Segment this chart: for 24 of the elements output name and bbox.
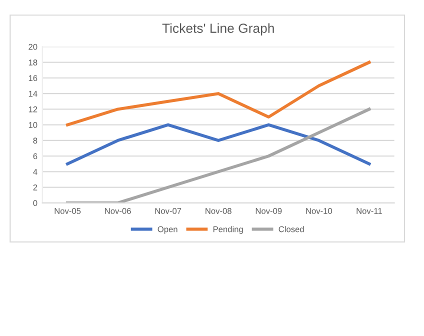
y-tick-label: 16 — [28, 75, 38, 82]
y-tick-label: 18 — [28, 60, 38, 66]
y-tick-label: 12 — [28, 106, 38, 112]
x-tick-label: Nov-08 — [206, 208, 232, 214]
x-tick-label: Nov-11 — [356, 208, 382, 214]
x-tick-label: Nov-10 — [306, 208, 332, 214]
y-tick-label: 0 — [33, 200, 38, 206]
legend-label: Pending — [213, 226, 243, 234]
y-tick-label: 8 — [33, 138, 38, 144]
line-series — [66, 60, 371, 126]
y-tick-label: 6 — [33, 153, 38, 160]
chart-title: Tickets' Line Graph — [162, 23, 274, 36]
x-tick-label: Nov-09 — [256, 208, 282, 214]
legend-label: Closed — [278, 226, 304, 232]
x-tick-label: Nov-06 — [105, 208, 131, 214]
line-series — [66, 108, 371, 203]
x-tick-label: Nov-07 — [155, 208, 182, 214]
y-tick-label: 4 — [33, 168, 38, 175]
y-tick-label: 20 — [28, 44, 38, 50]
x-tick-label: Nov-05 — [54, 208, 81, 214]
y-tick-label: 10 — [28, 122, 38, 128]
legend-label: Open — [158, 226, 178, 234]
y-tick-label: 14 — [28, 90, 38, 97]
y-tick-label: 2 — [33, 184, 38, 190]
